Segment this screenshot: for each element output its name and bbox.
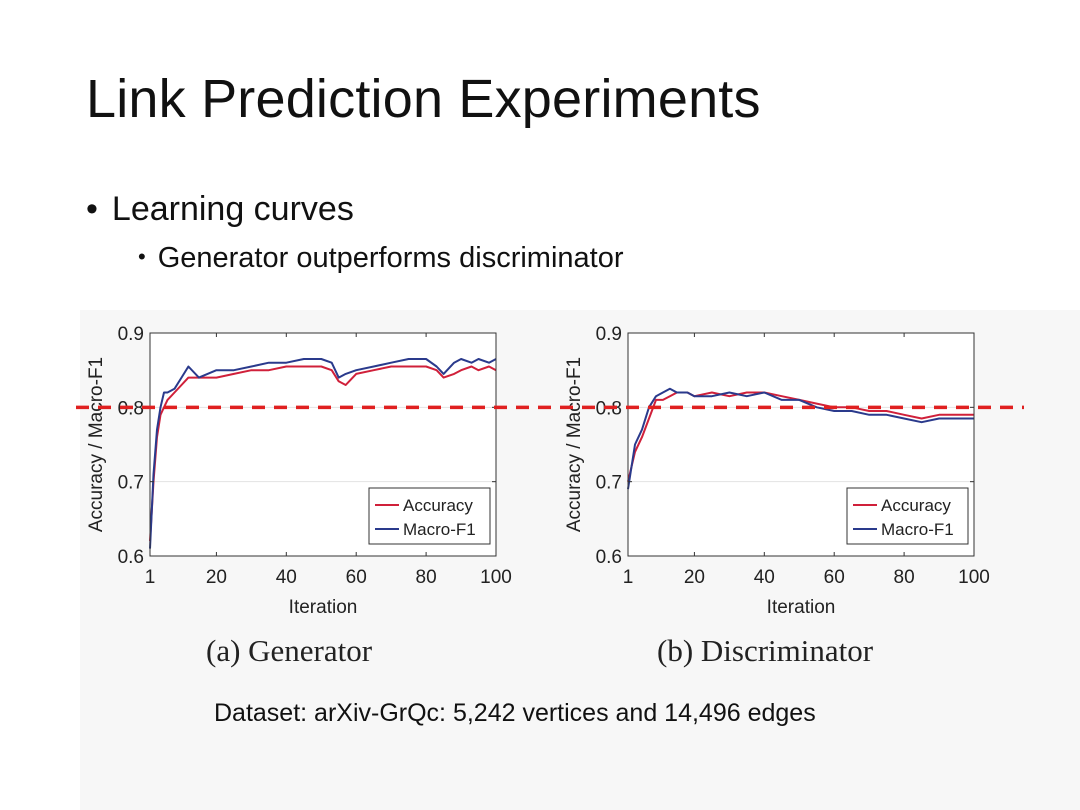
y-tick-label: 0.6 xyxy=(118,547,144,568)
bullet-1-text: Learning curves xyxy=(111,190,354,228)
sub-bullet-generator-outperforms: • Generator outperforms discriminator xyxy=(138,242,624,275)
y-tick-label: 0.9 xyxy=(596,324,622,345)
x-tick-label: 1 xyxy=(623,567,634,588)
axes-frame xyxy=(627,332,975,557)
legend-label: Macro-F1 xyxy=(881,520,954,539)
x-tick-label: 40 xyxy=(276,567,297,588)
legend: Accuracy Macro-F1 xyxy=(368,487,491,545)
x-tick-label: 1 xyxy=(145,567,156,588)
bullet-learning-curves: • Learning curves xyxy=(86,190,354,229)
x-tick-label: 80 xyxy=(416,567,437,588)
legend-box xyxy=(368,487,491,545)
legend-label: Accuracy xyxy=(403,496,473,515)
x-tick-label: 100 xyxy=(480,567,512,588)
x-tick-label: 60 xyxy=(824,567,845,588)
series-line-macro-f1 xyxy=(627,387,974,490)
axes-frame xyxy=(149,332,497,557)
chart-panel-discriminator: 1204060801000.60.70.80.9IterationAccurac… xyxy=(564,324,990,618)
x-tick-label: 80 xyxy=(894,567,915,588)
x-axis-label: Iteration xyxy=(767,597,836,618)
series-line-macro-f1 xyxy=(149,358,497,549)
caption-generator: (a) Generator xyxy=(206,633,373,668)
x-tick-label: 100 xyxy=(958,567,990,588)
y-tick-label: 0.7 xyxy=(118,473,144,494)
series-line-accuracy xyxy=(149,365,497,542)
sub-bullet-dot: • xyxy=(138,244,146,269)
bullet-2-text: Generator outperforms discriminator xyxy=(157,242,624,274)
chart-panel-generator: 1204060801000.60.70.80.9IterationAccurac… xyxy=(86,324,512,618)
legend-label: Macro-F1 xyxy=(403,520,476,539)
y-tick-label: 0.9 xyxy=(118,324,144,345)
x-axis-label: Iteration xyxy=(289,597,358,618)
slide-title: Link Prediction Experiments xyxy=(86,69,761,129)
legend-label: Accuracy xyxy=(881,496,951,515)
y-axis-label: Accuracy / Macro-F1 xyxy=(86,357,107,532)
x-tick-label: 20 xyxy=(684,567,705,588)
bullet-dot: • xyxy=(86,190,98,228)
y-tick-label: 0.7 xyxy=(596,473,622,494)
y-axis-label: Accuracy / Macro-F1 xyxy=(564,357,585,532)
y-tick-label: 0.6 xyxy=(596,547,622,568)
caption-discriminator: (b) Discriminator xyxy=(657,633,874,668)
x-tick-label: 60 xyxy=(346,567,367,588)
series-line-accuracy xyxy=(627,391,974,482)
legend: Accuracy Macro-F1 xyxy=(846,487,969,545)
dataset-note: Dataset: arXiv-GrQc: 5,242 vertices and … xyxy=(214,699,816,727)
legend-box xyxy=(846,487,969,545)
x-tick-label: 40 xyxy=(754,567,775,588)
x-tick-label: 20 xyxy=(206,567,227,588)
